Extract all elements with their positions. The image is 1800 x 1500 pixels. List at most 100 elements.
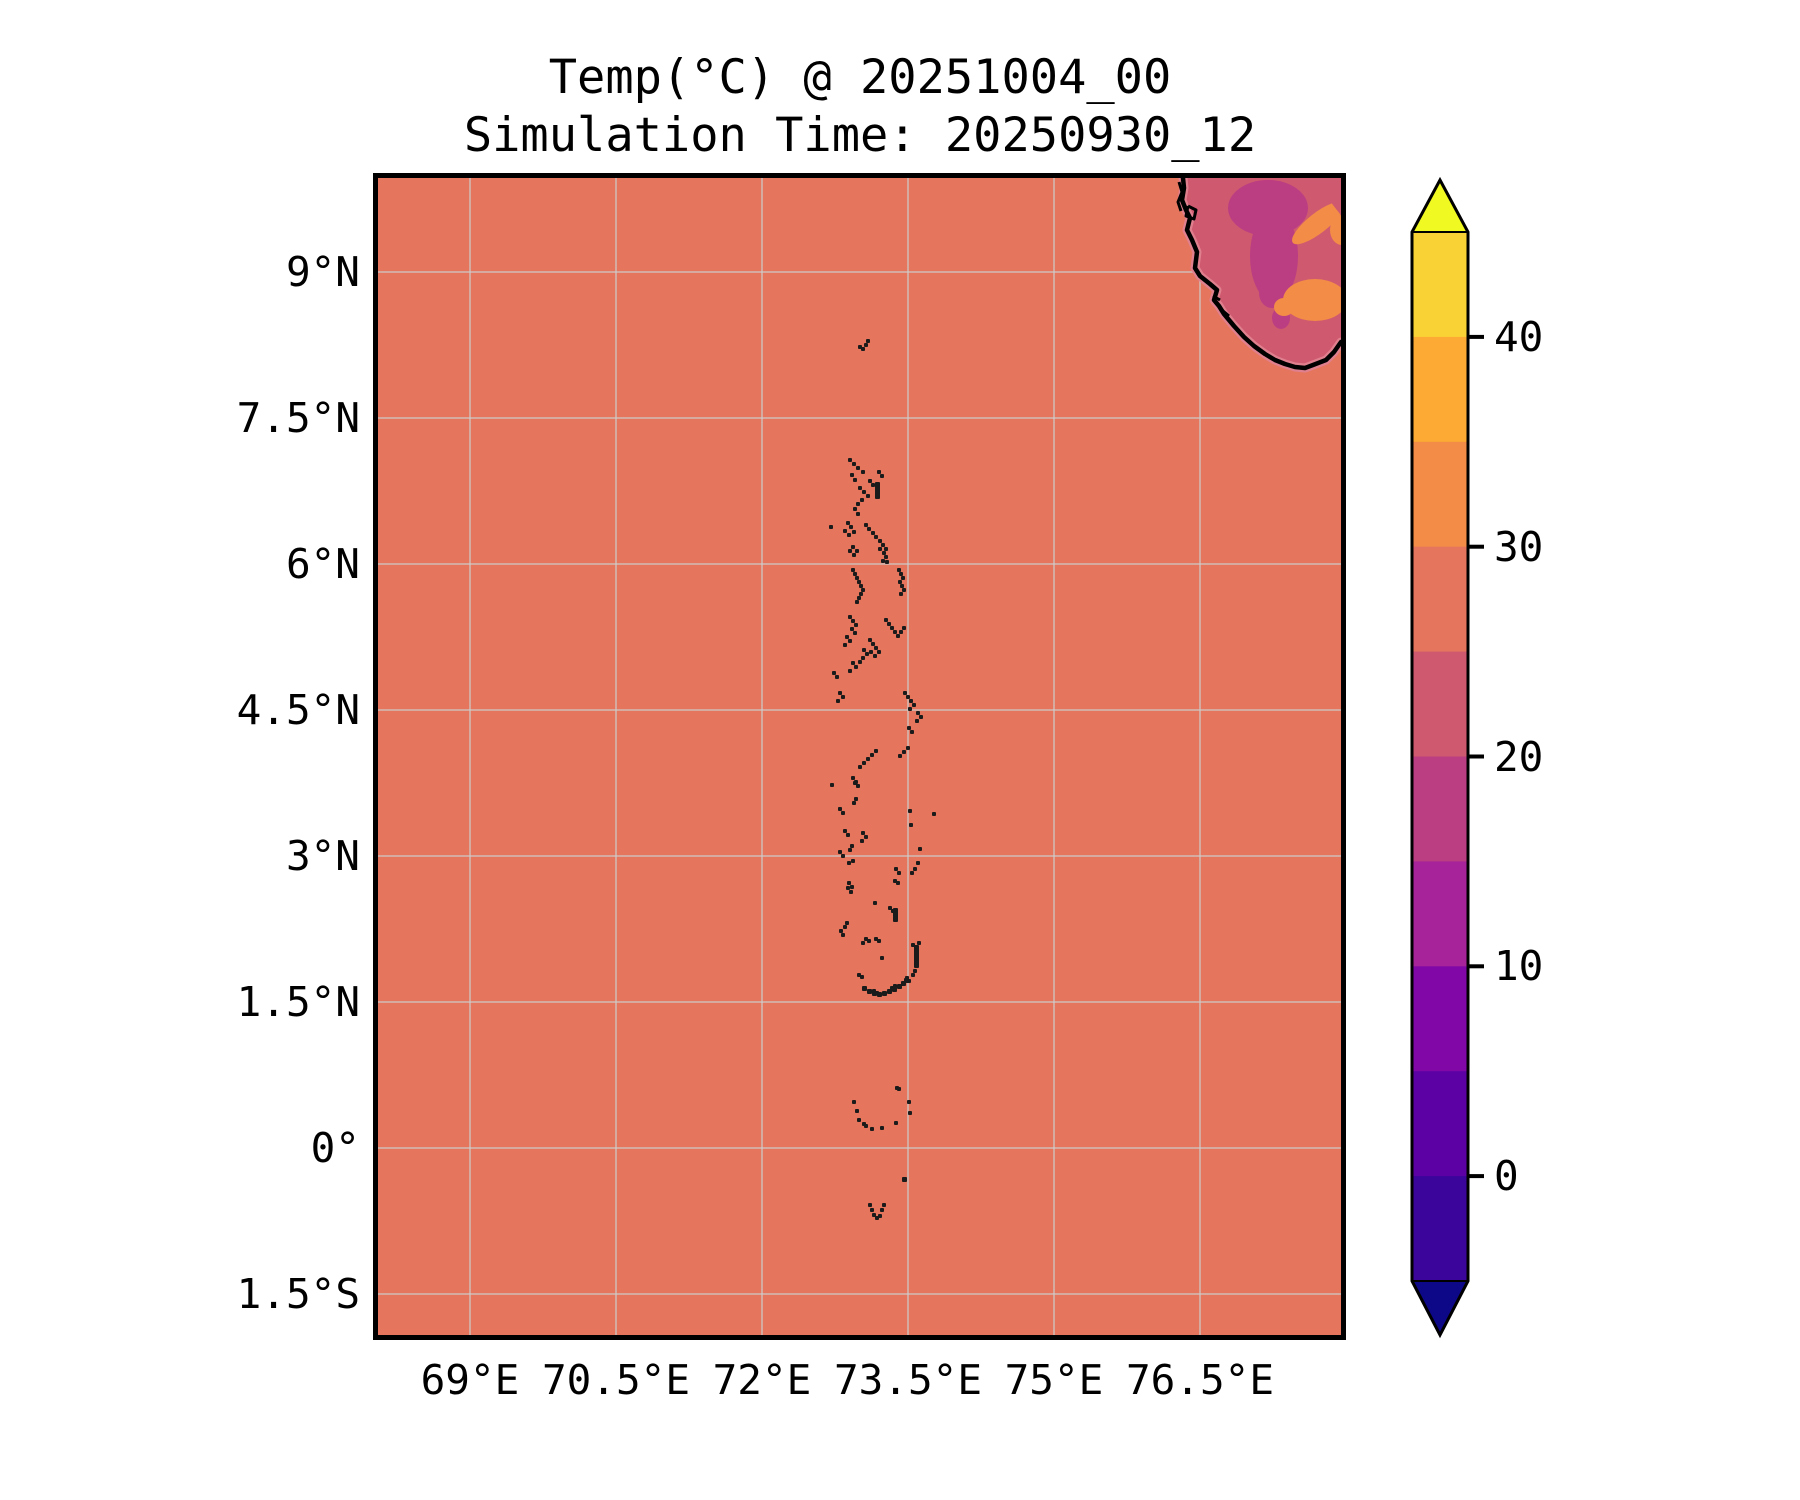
island-dot [878,1214,882,1218]
island-dot [852,462,856,466]
island-dot [866,339,870,343]
island-dot [916,861,920,865]
map-gridline-vertical [615,178,617,1335]
island-dot [832,671,836,675]
island-dot [878,547,882,551]
island-dot [843,529,847,533]
island-dot [829,525,833,529]
x-tick-label: 75°E [1004,1356,1104,1404]
island-dot [851,619,855,623]
island-dot [836,699,840,703]
coast-inlet-detail [1184,204,1198,221]
island-dot [846,886,850,890]
island-dot [896,881,900,885]
island-dot [893,984,897,988]
island-dot [839,929,843,933]
island-dot [908,1111,912,1115]
island-dot [906,695,910,699]
island-dot [877,470,881,474]
island-dot [903,691,907,695]
island-dot [871,483,875,487]
island-dot [871,531,875,535]
island-dot [887,989,892,994]
island-dot [870,753,874,757]
island-dot [877,939,881,943]
y-tick-label: 0° [310,1124,360,1172]
island-dot [881,543,885,547]
island-dot [861,656,865,660]
island-dot [862,490,866,494]
colorbar-band [1412,441,1468,548]
island-dot [899,592,903,596]
colorbar-tick-label: 0 [1494,1152,1519,1201]
y-tick-label: 9°N [285,248,360,296]
colorbar-tick-label: 40 [1494,312,1544,361]
island-dot [860,839,864,843]
island-dot [882,551,886,555]
island-dot [916,711,920,715]
island-dot [907,979,911,983]
island-dot [880,1126,884,1130]
colorbar-band [1412,1071,1468,1177]
island-dot [898,754,902,758]
island-dot [880,956,884,960]
colorbar-band [1412,756,1468,862]
island-dot [850,844,854,848]
colorbar-band [1412,1176,1468,1282]
island-dot [848,848,852,852]
island-dot [862,986,867,991]
island-dot [864,937,868,941]
island-dot [853,781,857,785]
island-dot [854,623,858,627]
colorbar-bar [1410,177,1484,1339]
land-warm-patch [1292,201,1341,245]
island-dot [868,638,872,642]
x-tick-label: 73.5°E [833,1356,983,1404]
island-dot [861,831,865,835]
island-dot [852,530,856,534]
colorbar-band [1412,546,1468,653]
y-tick-label: 1.5°N [236,978,360,1026]
island-dot [877,992,882,997]
x-tick-label: 76.5°E [1125,1356,1275,1404]
map-gridline-vertical [761,178,763,1335]
x-tick-label: 70.5°E [541,1356,691,1404]
y-tick-label: 6°N [285,540,360,588]
island-dot [856,466,860,470]
island-dot [899,572,903,576]
island-dot [838,850,842,854]
map-gridline-horizontal [378,271,1341,273]
island-dot [907,726,911,730]
colorbar-band [1412,861,1468,967]
island-dot [853,572,857,576]
island-dot [868,479,872,483]
island-dot [867,527,871,531]
island-dot [897,871,901,875]
map-gridline-horizontal [378,563,1341,565]
island-dot [858,660,862,664]
island-dot [909,823,913,827]
island-dot [914,945,919,968]
island-dot [880,1208,884,1212]
island-dot [913,867,917,871]
island-dot [855,549,859,553]
island-dot [894,867,898,871]
colorbar-arrow-base-line [1412,231,1468,1282]
island-dot [854,665,858,669]
island-dot [867,989,872,994]
island-dot [918,847,922,851]
island-dot [884,618,888,622]
island-dot [907,1100,911,1104]
island-dot [902,626,906,630]
island-dot [893,908,898,922]
island-dot [838,691,842,695]
island-dot [852,553,856,557]
island-dot [870,1208,874,1212]
island-dot [906,746,910,750]
island-dot [915,719,919,723]
island-dot [869,650,873,654]
island-dot [874,937,878,941]
island-dot [908,707,912,711]
island-dot [875,482,880,499]
